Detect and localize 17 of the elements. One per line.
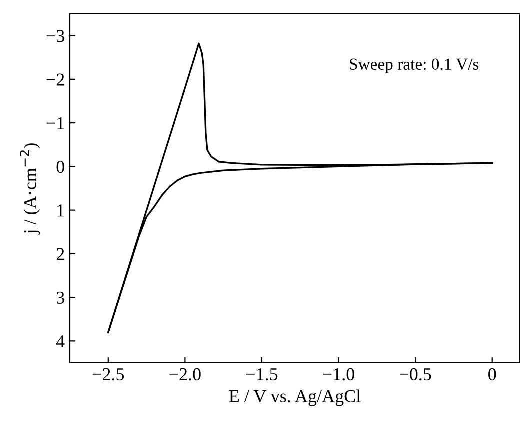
x-tick-label: −2.5 [92, 368, 124, 381]
y-axis-title: j / (A·cm$^{−2}$) [20, 144, 40, 235]
y-tick-label: 3 [56, 292, 64, 304]
annotation: Sweep rate: 0.1 V/s [350, 58, 479, 74]
y-tick-label: 0 [56, 160, 64, 174]
y-tick-label: 4 [56, 336, 65, 348]
y-tick-label: −1 [46, 117, 64, 130]
x-tick-label: −0.5 [400, 368, 432, 381]
x-tick-label: −1.0 [323, 368, 354, 381]
x-tick-label: −1.5 [246, 368, 278, 381]
y-tick-label: 2 [56, 248, 64, 260]
y-tick-label: 1 [58, 204, 64, 217]
x-axis-title: E / V vs. Ag/AgCl [229, 390, 361, 406]
y-tick-label: −2 [46, 74, 64, 86]
y-tick-label: −3 [46, 30, 64, 42]
x-tick-label: −2.0 [170, 368, 201, 381]
x-tick-label: 0 [488, 368, 496, 381]
